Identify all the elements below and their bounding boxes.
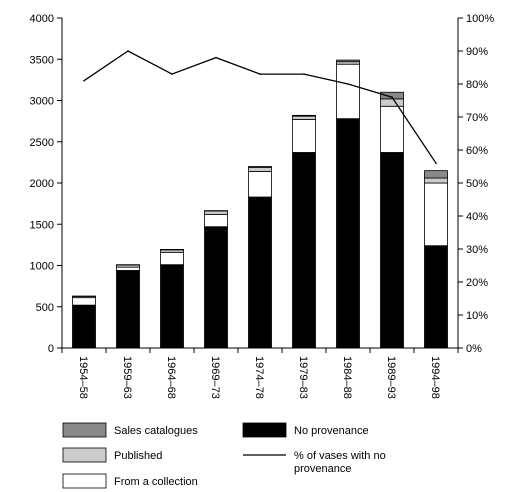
bar-no-provenance-4	[248, 196, 272, 349]
bar-published-7	[380, 98, 404, 107]
legend: Sales catalogues No provenance Published % …	[62, 422, 386, 489]
legend-label-3-0: % of vases with no	[294, 450, 386, 462]
bar-from-a-collection-8	[424, 182, 448, 247]
bar-published-8	[424, 177, 448, 184]
left-tick-label-5: 2500	[30, 137, 54, 149]
bar-published-4	[248, 166, 272, 172]
bar-published-5	[292, 115, 316, 120]
legend-item-2: Published	[62, 447, 162, 463]
line-point-5	[303, 73, 305, 75]
x-tick-label-2: 1964–68	[165, 356, 177, 399]
left-tick-label-6: 3000	[30, 96, 54, 108]
right-tick-label-8: 80%	[466, 79, 488, 91]
bar-from-a-collection-5	[292, 119, 316, 153]
x-tick-label-8: 1994–98	[429, 356, 441, 399]
left-tick-label-7: 3500	[30, 54, 54, 66]
bar-no-provenance-8	[424, 245, 448, 349]
legend-item-0: Sales catalogues	[62, 422, 198, 438]
bar-from-a-collection-7	[380, 105, 404, 153]
legend-label-3-1: provenance	[294, 463, 352, 475]
bar-no-provenance-7	[380, 152, 404, 349]
x-tick-label-5: 1979–83	[297, 356, 309, 399]
bar-from-a-collection-6	[336, 63, 360, 120]
axes-layer: 0 500 1000 1500 2000 2500 3000 3500 4000 0% 10% 20%…	[30, 13, 495, 399]
right-tick-label-9: 90%	[466, 46, 488, 58]
bar-no-provenance-2	[160, 264, 184, 349]
line-point-4	[259, 73, 261, 75]
legend-swatch-2	[62, 447, 107, 463]
x-tick-label-3: 1969–73	[209, 356, 221, 399]
line-point-8	[435, 162, 437, 164]
line-point-1	[127, 50, 129, 52]
right-tick-label-6: 60%	[466, 145, 488, 157]
bar-sales-catalogues-6	[336, 59, 360, 63]
bar-no-provenance-3	[204, 226, 228, 349]
right-tick-label-3: 30%	[466, 244, 488, 256]
bar-sales-catalogues-8	[424, 170, 448, 179]
right-tick-label-0: 0%	[466, 343, 482, 355]
left-tick-label-1: 500	[36, 302, 54, 314]
right-tick-label-1: 10%	[466, 310, 488, 322]
legend-label-4: From a collection	[114, 476, 198, 488]
line-point-2	[171, 73, 173, 75]
bar-no-provenance-6	[336, 118, 360, 349]
left-tick-label-8: 4000	[30, 13, 54, 25]
right-tick-label-5: 50%	[466, 178, 488, 190]
legend-item-1: No provenance	[242, 422, 369, 438]
x-tick-label-1: 1959–63	[121, 356, 133, 399]
left-tick-label-2: 1000	[30, 261, 54, 273]
bar-from-a-collection-3	[204, 213, 228, 228]
bar-no-provenance-0	[72, 304, 96, 349]
line-layer	[83, 50, 437, 164]
legend-swatch-0	[62, 422, 107, 438]
left-tick-label-0: 0	[48, 343, 54, 355]
bar-from-a-collection-2	[160, 251, 184, 266]
bar-sales-catalogues-5	[292, 114, 316, 117]
bar-sales-catalogues-4	[248, 166, 272, 168]
line-point-7	[391, 96, 393, 98]
right-tick-label-2: 20%	[466, 277, 488, 289]
right-tick-label-10: 100%	[466, 13, 494, 25]
bar-published-3	[204, 210, 228, 215]
bar-no-provenance-5	[292, 152, 316, 349]
x-tick-label-6: 1984–88	[341, 356, 353, 399]
legend-swatch-1	[242, 422, 287, 438]
legend-label-0: Sales catalogues	[114, 425, 198, 437]
line-point-6	[347, 83, 349, 85]
bar-no-provenance-1	[116, 270, 140, 349]
legend-label-1: No provenance	[294, 425, 369, 437]
bars-layer	[72, 59, 448, 349]
bar-from-a-collection-4	[248, 171, 272, 198]
x-tick-label-0: 1954–58	[77, 356, 89, 399]
legend-label-2: Published	[114, 450, 162, 462]
bar-from-a-collection-0	[72, 297, 96, 306]
legend-swatch-4	[62, 473, 107, 489]
bar-sales-catalogues-7	[380, 91, 404, 100]
line-point-3	[215, 56, 217, 59]
x-tick-label-7: 1989–93	[385, 356, 397, 399]
bar-from-a-collection-1	[116, 266, 140, 271]
x-tick-label-4: 1974–78	[253, 356, 265, 399]
legend-item-4: From a collection	[62, 473, 198, 489]
right-tick-label-7: 70%	[466, 112, 488, 124]
right-tick-label-4: 40%	[466, 211, 488, 223]
left-tick-label-4: 2000	[30, 178, 54, 190]
left-tick-label-3: 1500	[30, 219, 54, 231]
line-point-0	[83, 79, 85, 82]
